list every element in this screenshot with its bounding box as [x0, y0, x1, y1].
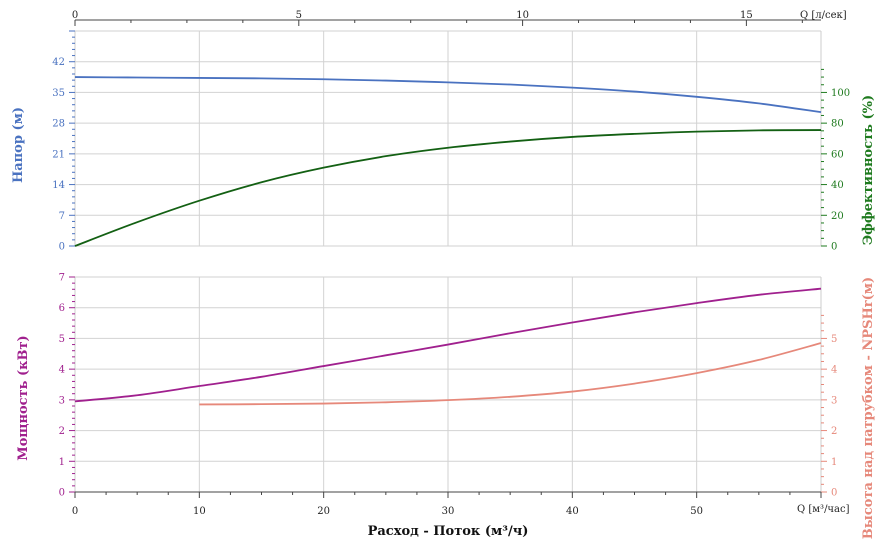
right-tick-label: 40 — [831, 180, 844, 191]
left-tick-label: 7 — [59, 273, 65, 284]
left-tick-label: 42 — [52, 57, 65, 68]
head-axis-title: Напор (м) — [11, 107, 26, 183]
x-axis-title: Расход - Поток (м³/ч) — [368, 524, 529, 539]
left-tick-label: 0 — [59, 488, 65, 499]
right-tick-label: 1 — [831, 457, 837, 468]
power-axis-title: Мощность (кВт) — [16, 335, 31, 460]
left-tick-label: 21 — [52, 149, 65, 160]
right-tick-label: 0 — [831, 242, 837, 253]
right-tick-label: 2 — [831, 426, 837, 437]
series-line-1-0 — [74, 287, 822, 403]
series — [74, 76, 822, 406]
right-tick-label: 100 — [831, 88, 850, 99]
left-tick-label: 35 — [52, 88, 65, 99]
top-tick-label: 0 — [72, 10, 78, 21]
left-tick-label: 7 — [59, 211, 65, 222]
grid — [75, 30, 821, 493]
x-axis-unit: Q [м³/час] — [797, 504, 850, 515]
left-tick-label: 3 — [59, 395, 65, 406]
left-tick-label: 5 — [59, 334, 65, 345]
right-tick-label: 5 — [831, 334, 837, 345]
right-tick-label: 60 — [831, 149, 844, 160]
x-tick-label: 20 — [317, 506, 330, 517]
x-tick-label: 30 — [442, 506, 455, 517]
right-tick-label: 4 — [831, 365, 837, 376]
efficiency-axis-title: Эффективность (%) — [861, 95, 876, 245]
left-tick-label: 0 — [59, 242, 65, 253]
left-tick-label: 14 — [52, 180, 65, 191]
npsh-axis-title: Высота над патрубком - NPSHr(м) — [861, 277, 876, 539]
left-tick-label: 6 — [59, 303, 65, 314]
series-line-0-1 — [74, 129, 822, 247]
x-tick-label: 0 — [72, 506, 78, 517]
x-tick-label: 40 — [566, 506, 579, 517]
right-tick-label: 3 — [831, 395, 837, 406]
top-tick-label: 5 — [296, 10, 302, 21]
series-line-0-0 — [74, 76, 822, 114]
series-line-1-1 — [199, 342, 822, 406]
left-tick-label: 1 — [59, 457, 65, 468]
right-tick-label: 80 — [831, 119, 844, 130]
right-tick-label: 0 — [831, 488, 837, 499]
x-tick-label: 10 — [193, 506, 206, 517]
top-axis-unit: Q [л/сек] — [800, 10, 847, 21]
top-tick-label: 10 — [516, 10, 529, 21]
right-tick-label: 20 — [831, 211, 844, 222]
left-tick-label: 4 — [59, 365, 65, 376]
axes — [69, 19, 827, 498]
top-tick-label: 15 — [740, 10, 753, 21]
left-tick-label: 28 — [52, 119, 65, 130]
x-tick-label: 50 — [690, 506, 703, 517]
left-tick-label: 2 — [59, 426, 65, 437]
